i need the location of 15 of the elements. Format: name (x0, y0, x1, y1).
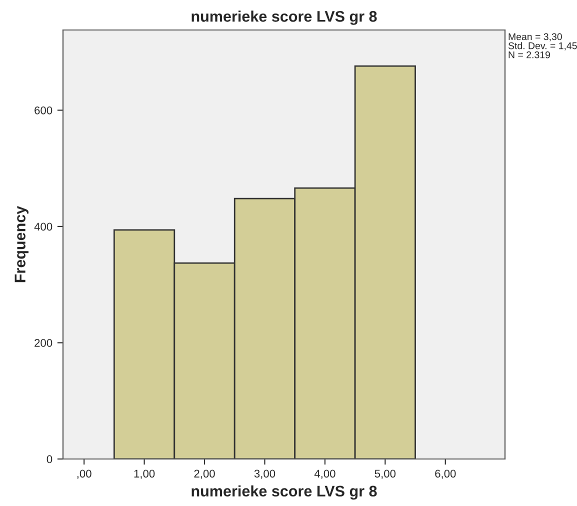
x-tick-label: 1,00 (134, 470, 155, 479)
x-tick-label: ,00 (77, 470, 92, 479)
y-axis-title: Frequency (14, 206, 28, 282)
chart-title: numerieke score LVS gr 8 (192, 10, 377, 25)
y-tick-label: 400 (34, 222, 52, 231)
y-tick-label: 600 (34, 106, 52, 114)
x-tick-label: 4,00 (314, 470, 336, 479)
x-tick-label: 6,00 (435, 470, 456, 479)
x-tick-label: 2,00 (194, 470, 215, 479)
x-tick-label: 5,00 (374, 470, 396, 479)
y-tick-label: 0 (46, 455, 52, 464)
y-tick-label: 200 (34, 339, 52, 347)
text: Mean = 3,30 Std. Dev. = 1,45 N = 2.319 (508, 33, 577, 58)
x-axis-title: numerieke score LVS gr 8 (192, 485, 377, 500)
x-tick-label: 3,00 (254, 470, 276, 479)
